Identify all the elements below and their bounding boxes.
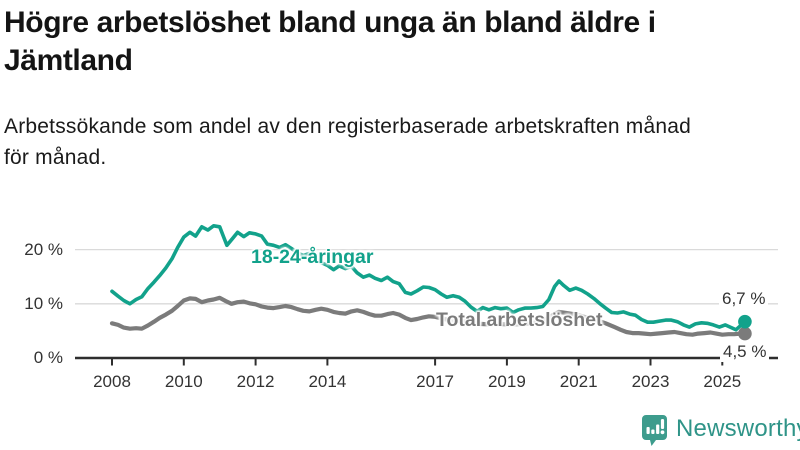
- newsworthy-brand-text: Newsworthy: [676, 415, 800, 442]
- y-axis-label: 20 %: [24, 239, 63, 259]
- newsworthy-logo[interactable]: Newsworthy: [641, 411, 800, 447]
- y-axis-label: 10 %: [24, 293, 63, 313]
- end-value-label-total: 4,5 %: [720, 342, 770, 362]
- series-label-youth: 18-24-åringar: [251, 246, 374, 268]
- x-axis-label: 2021: [559, 372, 598, 391]
- chart-title: Högre arbetslöshet bland unga än bland ä…: [4, 6, 656, 77]
- series-end-dot-total: [738, 326, 752, 341]
- x-axis-label: 2010: [164, 372, 203, 391]
- x-axis-label: 2008: [93, 372, 131, 391]
- x-axis-label: 2014: [308, 372, 347, 391]
- series-line-total: [109, 295, 748, 337]
- x-axis-label: 2019: [487, 372, 526, 391]
- x-axis-label: 2012: [236, 372, 275, 391]
- x-axis-label: 2023: [631, 372, 670, 391]
- series-end-dot-youth: [738, 314, 752, 329]
- chart-subtitle: Arbetssökande som andel av den registerb…: [4, 115, 691, 169]
- x-axis-label: 2017: [416, 372, 454, 391]
- y-axis-label: 0 %: [33, 348, 63, 367]
- series-label-total: Total arbetslöshet: [436, 309, 603, 331]
- end-value-label-youth: 6,7 %: [719, 289, 769, 309]
- newsworthy-logo-icon: [642, 414, 667, 446]
- series-line-youth: [110, 224, 747, 332]
- x-axis-label: 2025: [703, 372, 742, 391]
